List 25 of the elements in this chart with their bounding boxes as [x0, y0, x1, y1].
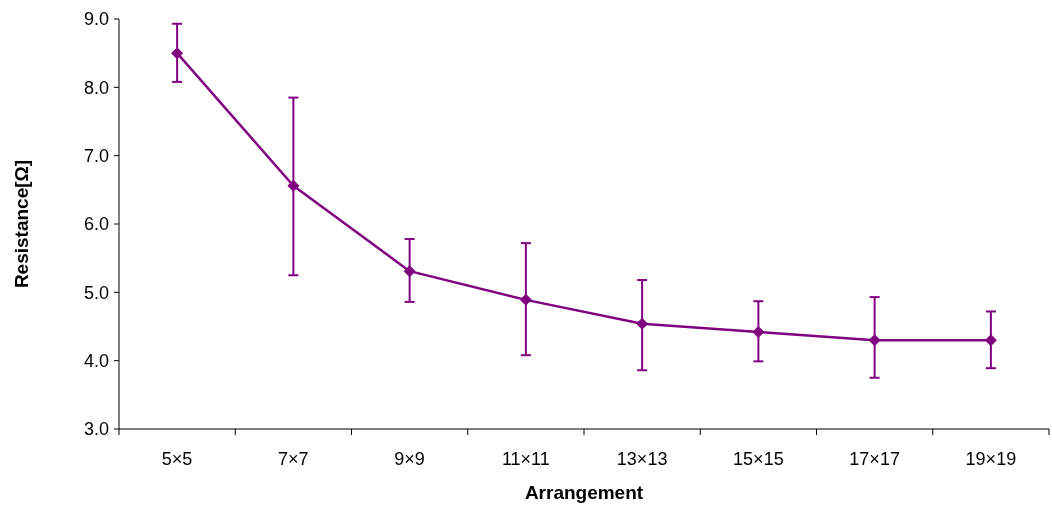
point	[636, 317, 649, 330]
y-tick-label: 9.0	[83, 9, 109, 30]
y-tick-label: 5.0	[83, 282, 109, 303]
x-tick-label: 13×13	[616, 449, 668, 469]
x-tick-label: 15×15	[733, 449, 784, 469]
x-tick-label: 7×7	[278, 449, 309, 469]
y-tick-label: 4.0	[83, 350, 109, 371]
y-tick-label: 3.0	[83, 419, 109, 440]
x-tick-label: 19×19	[965, 449, 1017, 469]
x-tick-label: 9×9	[394, 449, 425, 469]
x-tick-label: 5×5	[161, 449, 193, 469]
y-tick-label: 6.0	[83, 214, 109, 235]
point	[752, 325, 765, 338]
x-tick-label: 11×11	[501, 449, 550, 469]
y-tick-label: 8.0	[83, 77, 109, 98]
point	[519, 293, 532, 306]
point	[403, 265, 416, 278]
y-tick-label: 7.0	[83, 145, 109, 166]
point	[287, 179, 300, 192]
y-axis-title: Resistance[Ω]	[11, 159, 32, 289]
point	[868, 334, 881, 347]
point	[171, 47, 184, 60]
x-tick-label: 17×17	[849, 449, 900, 469]
x-axis-title: Arrangement	[524, 482, 644, 503]
point	[984, 334, 997, 347]
